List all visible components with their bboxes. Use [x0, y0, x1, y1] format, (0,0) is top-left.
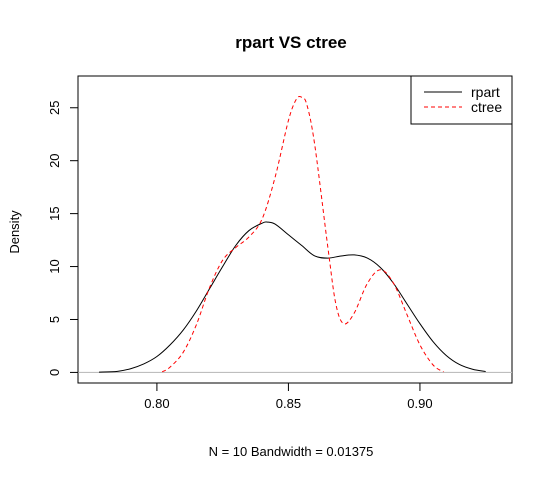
chart-title: rpart VS ctree — [235, 33, 347, 52]
x-axis: 0.80 0.85 0.90 — [144, 382, 433, 411]
y-tick-label: 5 — [47, 316, 62, 323]
x-tick-label: 0.80 — [144, 396, 169, 411]
y-tick-label: 25 — [47, 101, 62, 115]
legend-box — [410, 75, 513, 125]
legend-label-ctree: ctree — [471, 99, 502, 115]
series-line-rpart — [99, 221, 486, 373]
y-axis: 0 5 10 15 20 25 — [47, 101, 79, 376]
y-tick-label: 15 — [47, 206, 62, 220]
legend-label-rpart: rpart — [471, 84, 500, 100]
x-tick-label: 0.85 — [276, 396, 301, 411]
x-axis-label: N = 10 Bandwidth = 0.01375 — [209, 444, 374, 459]
y-axis-label: Density — [7, 210, 22, 254]
series-line-ctree — [161, 95, 444, 373]
y-tick-label: 0 — [47, 369, 62, 376]
y-tick-label: 20 — [47, 153, 62, 167]
x-tick-label: 0.90 — [407, 396, 432, 411]
plot-area: 0.80 0.85 0.90 0 5 10 15 20 25 — [47, 75, 513, 411]
y-tick-label: 10 — [47, 259, 62, 273]
